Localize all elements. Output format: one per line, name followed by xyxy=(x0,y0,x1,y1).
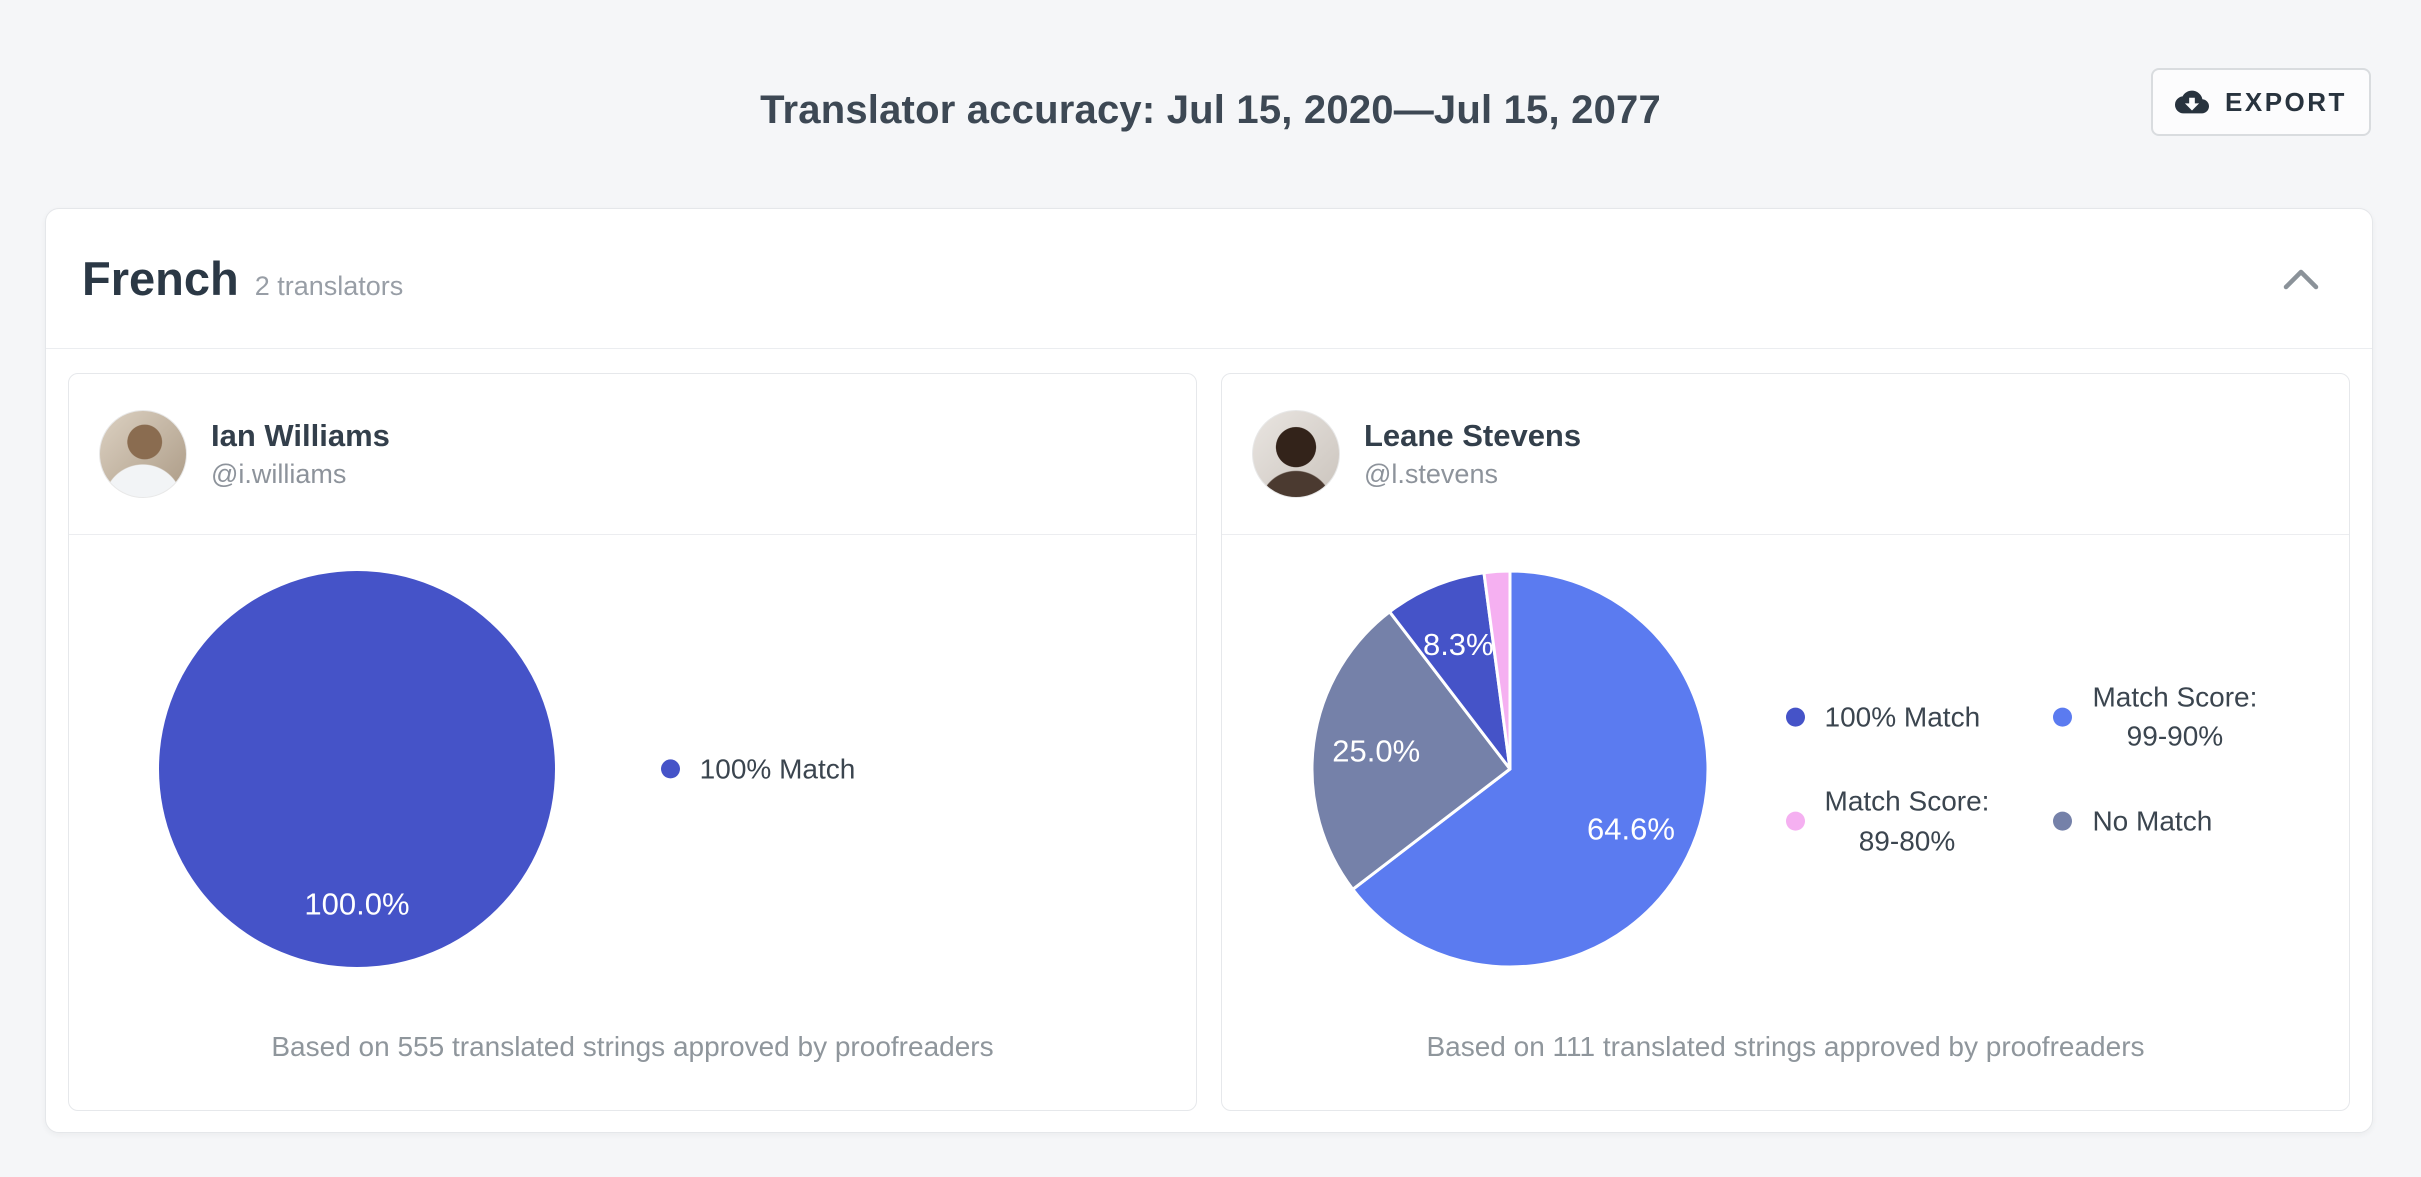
export-button[interactable]: EXPORT xyxy=(2151,68,2371,136)
chart-area: 100.0% 100% Match xyxy=(69,569,1196,969)
legend-dot xyxy=(1785,707,1805,727)
pie-chart: 64.6% 25.0% 8.3% xyxy=(1310,569,1710,969)
avatar xyxy=(1252,410,1340,498)
legend-item[interactable]: Match Score: 89-80% xyxy=(1785,782,1990,860)
translator-info: Ian Williams @i.williams xyxy=(211,418,390,490)
language-body: Ian Williams @i.williams 100.0% 100% Mat… xyxy=(46,349,2372,1135)
legend-dot xyxy=(2053,707,2073,727)
pie-slice-label: 64.6% xyxy=(1587,811,1675,846)
legend-label: No Match xyxy=(2092,805,2213,837)
translator-card: Leane Stevens @l.stevens 64.6% 25.0% 8.3% … xyxy=(1221,373,2350,1111)
page: Translator accuracy: Jul 15, 2020—Jul 15… xyxy=(0,0,2421,1133)
legend-label: 100% Match xyxy=(1824,701,1981,733)
pie-slice[interactable] xyxy=(1351,569,1710,969)
avatar xyxy=(99,410,187,498)
translator-card-header: Leane Stevens @l.stevens xyxy=(1222,374,2349,535)
translator-name: Leane Stevens xyxy=(1364,418,1582,453)
pie-slice-label: 25.0% xyxy=(1332,734,1420,769)
pie-slice-label: 8.3% xyxy=(1423,627,1494,662)
legend-dot xyxy=(1785,811,1805,831)
pie-slice-label: 100.0% xyxy=(304,887,409,922)
translator-handle: @i.williams xyxy=(211,459,347,489)
pie-slice[interactable] xyxy=(1482,569,1512,771)
legend-label: Match Score: 99-90% xyxy=(2092,681,2258,752)
translator-card-header: Ian Williams @i.williams xyxy=(69,374,1196,535)
language-title-wrap: French 2 translators xyxy=(82,251,403,306)
legend-label: 100% Match xyxy=(699,753,856,785)
pie-chart: 100.0% xyxy=(159,571,555,967)
page-title: Translator accuracy: Jul 15, 2020—Jul 15… xyxy=(760,88,1661,132)
legend-dot xyxy=(2053,811,2073,831)
export-label: EXPORT xyxy=(2225,86,2347,117)
legend-label: Match Score: 89-80% xyxy=(1824,786,1990,857)
translator-card: Ian Williams @i.williams 100.0% 100% Mat… xyxy=(68,373,1197,1111)
language-card: French 2 translators Ian Williams @i.wil… xyxy=(45,208,2373,1133)
chart-legend: 100% Match Match Score: 99-90% Match Score:… xyxy=(1785,678,2257,861)
legend-dot xyxy=(660,759,680,779)
chart-legend: 100% Match xyxy=(660,749,856,788)
pie-slice[interactable] xyxy=(1388,571,1512,771)
cloud-download-icon xyxy=(2175,90,2210,114)
legend-item[interactable]: No Match xyxy=(2053,782,2257,860)
translator-info: Leane Stevens @l.stevens xyxy=(1364,418,1581,490)
chart-footnote: Based on 555 translated strings approved… xyxy=(271,1031,994,1062)
translator-name: Ian Williams xyxy=(211,418,390,453)
legend-item[interactable]: 100% Match xyxy=(660,749,856,788)
pie-slice[interactable] xyxy=(159,571,555,967)
top-bar: Translator accuracy: Jul 15, 2020—Jul 15… xyxy=(0,0,2421,208)
language-header[interactable]: French 2 translators xyxy=(46,209,2372,349)
chevron-up-icon[interactable] xyxy=(2282,266,2320,292)
pie-slice[interactable] xyxy=(1310,610,1512,891)
legend-item[interactable]: 100% Match xyxy=(1785,678,1990,756)
language-title: French xyxy=(82,252,239,305)
translators-count: 2 translators xyxy=(254,271,404,301)
translator-handle: @l.stevens xyxy=(1364,459,1498,489)
legend-item[interactable]: Match Score: 99-90% xyxy=(2053,678,2257,756)
chart-area: 64.6% 25.0% 8.3% 100% Match Match Score: 99-… xyxy=(1222,569,2349,969)
chart-footnote: Based on 111 translated strings approved… xyxy=(1426,1031,2145,1062)
